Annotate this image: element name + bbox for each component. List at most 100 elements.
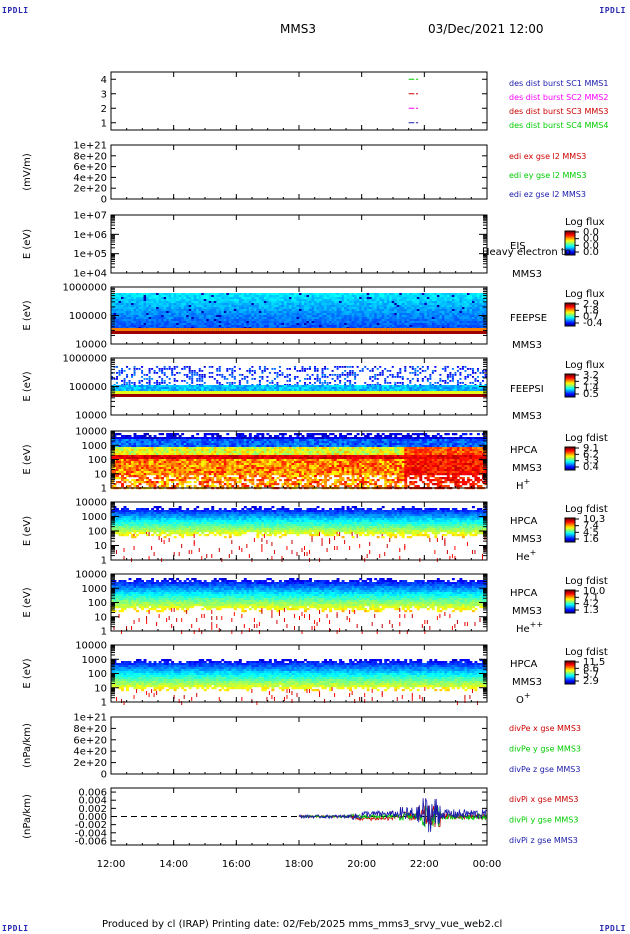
panel-feepsi-colorbar-cell — [565, 387, 575, 389]
panel-divpe-legend-item: divPe z gse MMS3 — [509, 765, 580, 774]
panel-eis-side-label: MMS3 — [512, 269, 542, 280]
panel-feepse-colorbar-cell — [565, 317, 575, 319]
panel-feepsi-colorbar-cell — [565, 380, 575, 383]
panel-feepse-colorbar-cell — [565, 314, 575, 316]
panel-feepse-colorbar-frame — [564, 302, 576, 327]
panel-hpca_h-colorbar-cell — [565, 452, 575, 455]
panel-feepsi-colorbar-cell — [565, 394, 575, 396]
panel-hpca_h-colorbar-cell — [565, 462, 575, 464]
x-tick-label: 14:00 — [159, 859, 188, 870]
panel-hpca_he-colorbar-cell — [565, 537, 575, 539]
panel-eis-colorbar-cell — [565, 231, 575, 233]
x-tick-label: 12:00 — [97, 859, 126, 870]
panel-edi-ytick-label: 0 — [101, 195, 107, 206]
panel-hpca_he-ylabel: E (eV) — [22, 516, 33, 546]
panel-feepse-colorbar-label: -0.4 — [583, 318, 603, 329]
panel-hpca_hepp-colorbar-label: 10.0 — [583, 586, 605, 597]
panel-hpca_o-colorbar-cell — [565, 666, 575, 669]
panel-hpca_h-ytick-label: 1 — [101, 484, 107, 495]
panel-hpca_h-colorbar-cell — [565, 456, 575, 459]
panel-hpca_hepp-colorbar-cell — [565, 590, 575, 592]
panel-edi-legend-item: edi ez gse l2 MMS3 — [509, 190, 586, 199]
panel-hpca_he-colorbar-label: 7.4 — [583, 521, 599, 532]
panel-hpca_o-colorbar-label: 8.6 — [583, 663, 599, 674]
panel-feepse-colorbar-cell — [565, 323, 575, 325]
panel-hpca_he-ytick-label: 1000 — [82, 512, 107, 523]
panel-hpca_h-colorbar-cell — [565, 450, 575, 453]
panel-hpca_he-colorbar-cell — [565, 538, 575, 540]
corner-label-bl: IPDLI — [2, 924, 29, 933]
panel-feepsi-colorbar-cell — [565, 382, 575, 385]
panel-hpca_he-colorbar-cell — [565, 524, 575, 526]
panel-hpca_o-colorbar-cell — [565, 661, 575, 663]
x-tick-label: 20:00 — [347, 859, 376, 870]
panel-hpca_o-colorbar-frame — [564, 660, 576, 685]
panel-hpca_hepp-colorbar-cell — [565, 608, 575, 610]
panel-burst-frame — [110, 71, 488, 131]
panel-feepse-colorbar-cell — [565, 321, 575, 323]
panel-feepse-colorbar-cell — [565, 306, 575, 309]
panel-hpca_he-colorbar-cell — [565, 536, 575, 538]
panel-feepsi-colorbar-title: Log flux — [565, 360, 605, 371]
panel-hpca_o-colorbar-cell — [565, 671, 575, 673]
panel-divpe-ytick-label: 4e+20 — [73, 747, 107, 758]
panel-hpca_he-ytick-label: 10 — [94, 541, 107, 552]
panel-hpca_o-side-label: MMS3 — [512, 677, 542, 688]
panel-hpca_h-colorbar-label: 9.1 — [583, 443, 599, 454]
panel-eis-colorbar-cell — [565, 245, 575, 247]
panel-hpca_h-colorbar-cell — [565, 463, 575, 465]
panel-hpca_h-ytick-label: 1000 — [82, 441, 107, 452]
panel-edi-legend-item: edi ex gse l2 MMS3 — [509, 152, 586, 161]
panel-hpca_h-colorbar-cell — [565, 447, 575, 449]
panel-hpca_o-colorbar-cell — [565, 669, 575, 672]
panel-hpca_hepp-colorbar-cell — [565, 604, 575, 606]
panel-hpca_h-colorbar-cell — [565, 467, 575, 469]
panel-divpi-legend-item: divPi x gse MMS3 — [509, 795, 578, 804]
panel-hpca_h-colorbar-cell — [565, 449, 575, 452]
panel-hpca_o-species-label: O+ — [516, 691, 531, 706]
panel-hpca_he-colorbar-cell — [565, 534, 575, 536]
panel-eis-colorbar-label: 0.0 — [583, 247, 599, 258]
panel-feepse-colorbar-cell — [565, 315, 575, 317]
panel-edi-legend-item: edi ey gse l2 MMS3 — [509, 171, 587, 180]
panel-divpe-ytick-label: 8e+20 — [73, 724, 107, 735]
panel-feepse-colorbar-cell — [565, 309, 575, 312]
panel-hpca_h-colorbar-cell — [565, 461, 575, 463]
panel-eis-colorbar-label: 0.0 — [583, 234, 599, 245]
panel-feepsi-side-label: MMS3 — [512, 411, 542, 422]
panel-edi-frame — [110, 144, 488, 200]
panel-hpca_hepp-ytick-label: 100 — [88, 598, 107, 609]
panel-hpca_h-ylabel: E (eV) — [22, 444, 33, 474]
corner-label-br: IPDLI — [599, 924, 626, 933]
spacecraft-title: MMS3 — [280, 22, 316, 36]
panel-hpca_he-side-label: HPCA — [510, 516, 538, 527]
panel-hpca_he-colorbar-label: 1.6 — [583, 534, 599, 545]
panel-hpca_hepp-colorbar-cell — [565, 611, 575, 613]
panel-eis-colorbar-cell — [565, 252, 575, 254]
panel-hpca_hepp-colorbar-label: 1.3 — [583, 605, 599, 616]
panel-hpca_hepp-species-label: He++ — [516, 620, 543, 635]
panel-hpca_h-colorbar-cell — [565, 459, 575, 461]
panel-hpca_o-colorbar-cell — [565, 668, 575, 671]
panel-hpca_o-colorbar-cell — [565, 672, 575, 674]
panel-feepsi-colorbar-label: 3.2 — [583, 370, 599, 381]
panel-feepsi-ytick-label: 100000 — [69, 382, 107, 393]
panel-divpi-ytick-label: 0.006 — [78, 788, 107, 799]
panel-eis-overlay-text: Heavy electron to — [482, 247, 571, 258]
panel-eis-ytick-label: 1e+06 — [73, 230, 107, 241]
panel-eis-colorbar-cell — [565, 238, 575, 240]
panel-hpca_o-colorbar-label: 5.7 — [583, 670, 599, 681]
panel-burst-legend-item: des dist burst SC3 MMS3 — [509, 107, 608, 116]
panel-eis-frame — [110, 214, 488, 274]
panel-feepsi-ytick-label: 10000 — [75, 411, 107, 422]
panel-hpca_o-ytick-label: 1 — [101, 698, 107, 709]
panel-hpca_he-colorbar-frame — [564, 517, 576, 543]
panel-feepse-ytick-label: 10000 — [75, 340, 107, 351]
panel-hpca_hepp-colorbar-label: 4.2 — [583, 599, 599, 610]
panel-hpca_hepp-colorbar-cell — [565, 599, 575, 602]
panel-feepsi-colorbar-frame — [564, 373, 576, 398]
panel-feepse-colorbar-cell — [565, 316, 575, 318]
panel-hpca_hepp-colorbar-cell — [565, 590, 575, 593]
panel-eis-colorbar-cell — [565, 241, 575, 243]
